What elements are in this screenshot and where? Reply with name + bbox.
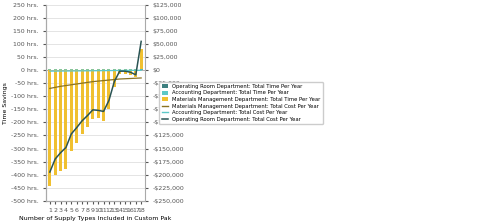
- X-axis label: Number of Supply Types Included in Custom Pak: Number of Supply Types Included in Custo…: [20, 216, 172, 221]
- Bar: [48, 70, 51, 179]
- Bar: [80, 70, 84, 130]
- Bar: [59, 164, 62, 171]
- Bar: [129, 69, 132, 70]
- Bar: [92, 69, 94, 70]
- Bar: [92, 69, 94, 119]
- Bar: [96, 69, 100, 70]
- Bar: [54, 69, 56, 175]
- Bar: [64, 163, 68, 169]
- Bar: [118, 73, 121, 74]
- Bar: [124, 70, 126, 73]
- Bar: [54, 168, 56, 175]
- Bar: [59, 70, 62, 164]
- Bar: [75, 70, 78, 138]
- Bar: [92, 70, 94, 116]
- Bar: [48, 69, 51, 70]
- Bar: [96, 116, 100, 118]
- Bar: [134, 69, 138, 77]
- Bar: [113, 69, 116, 70]
- Bar: [75, 69, 78, 142]
- Bar: [75, 69, 78, 70]
- Bar: [129, 70, 132, 74]
- Bar: [86, 69, 89, 70]
- Bar: [102, 69, 105, 121]
- Bar: [113, 86, 116, 87]
- Bar: [80, 69, 84, 70]
- Bar: [124, 69, 126, 73]
- Bar: [86, 124, 89, 127]
- Bar: [59, 69, 62, 171]
- Bar: [86, 70, 89, 124]
- Bar: [140, 49, 142, 69]
- Bar: [134, 70, 138, 77]
- Bar: [48, 179, 51, 186]
- Bar: [59, 69, 62, 70]
- Bar: [108, 70, 110, 107]
- Bar: [113, 69, 116, 87]
- Bar: [118, 69, 121, 74]
- Bar: [92, 116, 94, 119]
- Bar: [48, 69, 51, 186]
- Bar: [75, 138, 78, 142]
- Bar: [80, 69, 84, 134]
- Bar: [140, 49, 142, 70]
- Bar: [102, 70, 105, 118]
- Bar: [140, 69, 142, 70]
- Bar: [108, 69, 110, 70]
- Bar: [70, 69, 73, 70]
- Bar: [64, 69, 68, 169]
- Bar: [129, 74, 132, 75]
- Legend: Operating Room Department: Total Time Per Year, Accounting Department: Total Tim: Operating Room Department: Total Time Pe…: [160, 82, 322, 124]
- Bar: [124, 69, 126, 70]
- Bar: [118, 70, 121, 73]
- Bar: [96, 69, 100, 118]
- Bar: [86, 69, 89, 127]
- Bar: [108, 107, 110, 109]
- Bar: [96, 70, 100, 116]
- Bar: [64, 69, 68, 70]
- Bar: [102, 69, 105, 70]
- Bar: [118, 69, 121, 70]
- Bar: [64, 70, 68, 163]
- Bar: [102, 118, 105, 121]
- Bar: [129, 69, 132, 75]
- Bar: [70, 69, 73, 151]
- Bar: [108, 69, 110, 109]
- Bar: [134, 69, 138, 70]
- Bar: [70, 146, 73, 151]
- Bar: [54, 70, 56, 168]
- Bar: [70, 70, 73, 146]
- Bar: [80, 130, 84, 134]
- Bar: [54, 69, 56, 70]
- Y-axis label: Time Savings: Time Savings: [3, 82, 8, 124]
- Bar: [113, 70, 116, 86]
